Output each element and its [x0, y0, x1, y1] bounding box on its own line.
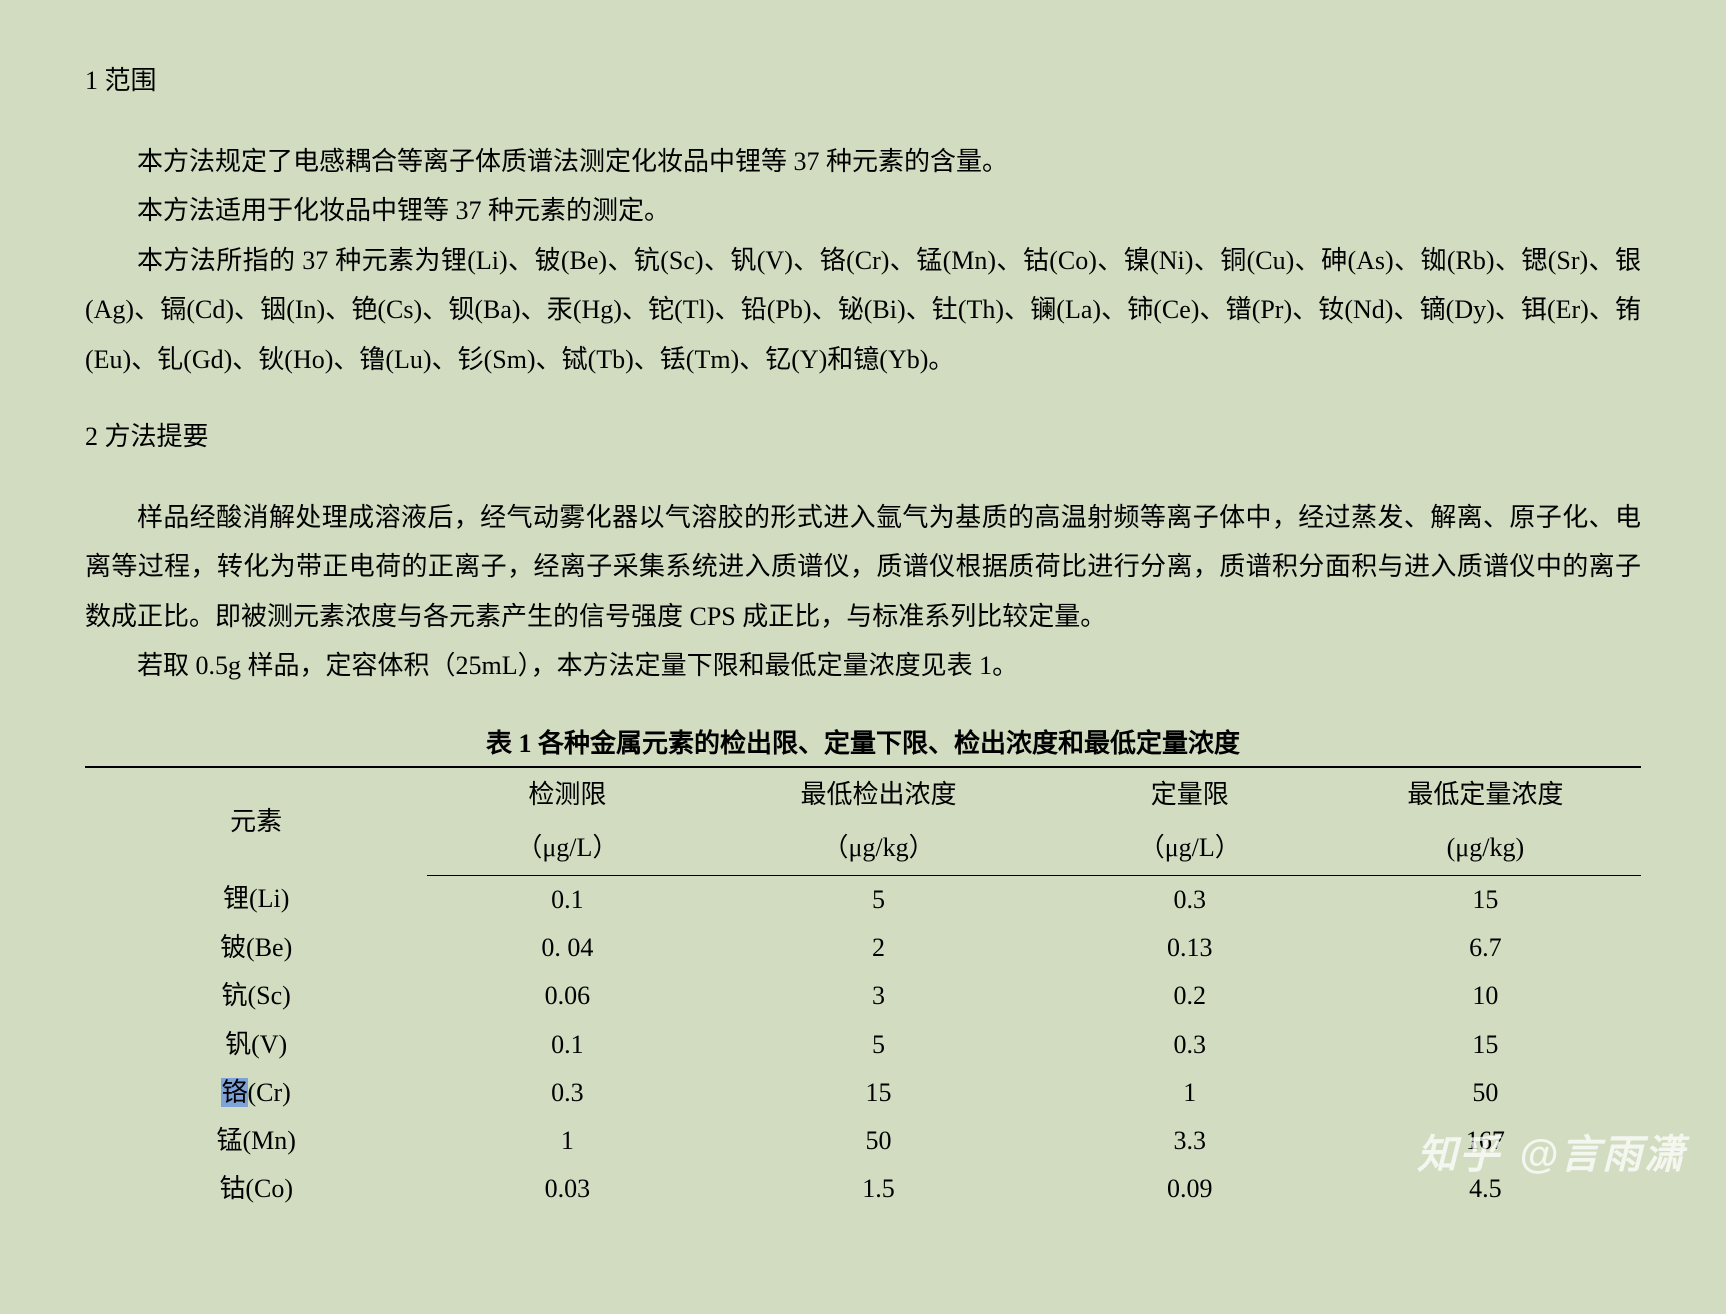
table-body: 锂(Li)0.150.315铍(Be)0. 0420.136.7钪(Sc)0.0…	[85, 875, 1641, 1210]
cell-minquant: 15	[1330, 1021, 1641, 1069]
cell-element: 钪(Sc)	[85, 972, 427, 1020]
table-row: 锂(Li)0.150.315	[85, 875, 1641, 924]
cell-quant: 0.3	[1050, 875, 1330, 924]
scope-para-2: 本方法适用于化妆品中锂等 37 种元素的测定。	[85, 186, 1641, 235]
cell-mindetect: 5	[707, 1021, 1049, 1069]
table-row-cutoff: 钴(Co)0.031.50.094.5	[85, 1165, 1641, 1209]
scope-para-1: 本方法规定了电感耦合等离子体质谱法测定化妆品中锂等 37 种元素的含量。	[85, 137, 1641, 186]
section-heading-method: 2 方法提要	[85, 416, 1641, 453]
method-para-1: 样品经酸消解处理成溶液后，经气动雾化器以气溶胶的形式进入氩气为基质的高温射频等离…	[85, 493, 1641, 641]
cell-detect: 0. 04	[427, 924, 707, 972]
table-row: 铬(Cr)0.315150	[85, 1069, 1641, 1117]
cell-element: 钒(V)	[85, 1021, 427, 1069]
cell-mindetect: 3	[707, 972, 1049, 1020]
col-header-mindetect-2: （μg/kg）	[707, 821, 1049, 875]
cell-element: 锰(Mn)	[85, 1117, 427, 1165]
cell-mindetect: 50	[707, 1117, 1049, 1165]
cell-detect: 0.1	[427, 1021, 707, 1069]
cell-detect: 0.1	[427, 875, 707, 924]
highlighted-text: 铬	[221, 1078, 247, 1107]
cell-quant: 0.09	[1050, 1165, 1330, 1209]
col-header-minquant-2: (μg/kg)	[1330, 821, 1641, 875]
cell-minquant: 15	[1330, 875, 1641, 924]
cell-detect: 1	[427, 1117, 707, 1165]
cell-element: 铬(Cr)	[85, 1069, 427, 1117]
cell-minquant: 50	[1330, 1069, 1641, 1117]
table-header: 元素 检测限 最低检出浓度 定量限 最低定量浓度 （μg/L） （μg/kg） …	[85, 767, 1641, 876]
cell-mindetect: 1.5	[707, 1165, 1049, 1209]
col-header-element: 元素	[85, 767, 427, 876]
col-header-quant-2: （μg/L）	[1050, 821, 1330, 875]
elements-table: 元素 检测限 最低检出浓度 定量限 最低定量浓度 （μg/L） （μg/kg） …	[85, 766, 1641, 1210]
cell-minquant: 6.7	[1330, 924, 1641, 972]
cell-quant: 0.13	[1050, 924, 1330, 972]
cell-mindetect: 5	[707, 875, 1049, 924]
scope-para-3: 本方法所指的 37 种元素为锂(Li)、铍(Be)、钪(Sc)、钒(V)、铬(C…	[85, 236, 1641, 384]
cell-detect: 0.06	[427, 972, 707, 1020]
cell-element: 锂(Li)	[85, 875, 427, 924]
cell-quant: 1	[1050, 1069, 1330, 1117]
watermark-logo: 知乎	[1417, 1122, 1501, 1180]
watermark: 知乎 @言雨潇	[1417, 1122, 1686, 1180]
section-heading-scope: 1 范围	[85, 60, 1641, 97]
cell-quant: 3.3	[1050, 1117, 1330, 1165]
col-header-mindetect-1: 最低检出浓度	[707, 767, 1049, 822]
cell-mindetect: 15	[707, 1069, 1049, 1117]
col-header-minquant-1: 最低定量浓度	[1330, 767, 1641, 822]
cell-minquant: 10	[1330, 972, 1641, 1020]
table-row: 锰(Mn)1503.3167	[85, 1117, 1641, 1165]
col-header-quant-1: 定量限	[1050, 767, 1330, 822]
table-row: 铍(Be)0. 0420.136.7	[85, 924, 1641, 972]
table-caption: 表 1 各种金属元素的检出限、定量下限、检出浓度和最低定量浓度	[85, 723, 1641, 760]
method-para-2: 若取 0.5g 样品，定容体积（25mL），本方法定量下限和最低定量浓度见表 1…	[85, 641, 1641, 690]
col-header-detect-1: 检测限	[427, 767, 707, 822]
cell-detect: 0.03	[427, 1165, 707, 1209]
table-row: 钪(Sc)0.0630.210	[85, 972, 1641, 1020]
cell-quant: 0.2	[1050, 972, 1330, 1020]
col-header-detect-2: （μg/L）	[427, 821, 707, 875]
section-method: 2 方法提要 样品经酸消解处理成溶液后，经气动雾化器以气溶胶的形式进入氩气为基质…	[85, 416, 1641, 691]
cell-detect: 0.3	[427, 1069, 707, 1117]
cell-element: 钴(Co)	[85, 1165, 427, 1209]
watermark-text: @言雨潇	[1519, 1133, 1686, 1177]
table-row: 钒(V)0.150.315	[85, 1021, 1641, 1069]
cell-quant: 0.3	[1050, 1021, 1330, 1069]
cell-element: 铍(Be)	[85, 924, 427, 972]
section-scope: 1 范围 本方法规定了电感耦合等离子体质谱法测定化妆品中锂等 37 种元素的含量…	[85, 60, 1641, 384]
cell-mindetect: 2	[707, 924, 1049, 972]
